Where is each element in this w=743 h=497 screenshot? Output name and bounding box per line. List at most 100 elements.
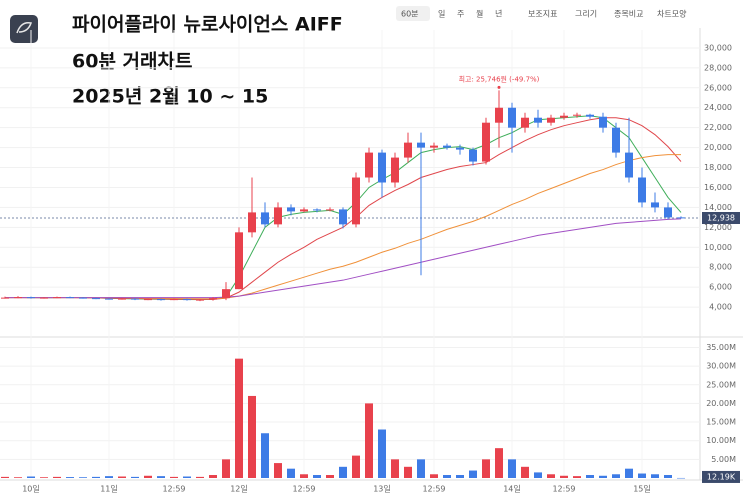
volume-bar: [274, 463, 282, 478]
volume-bar: [326, 475, 334, 478]
y-tick-label: 22,000: [704, 123, 732, 132]
x-tick-label: 12:59: [552, 485, 575, 494]
candle-body: [651, 202, 659, 208]
volume-bar: [378, 429, 386, 478]
candle-body: [508, 107, 516, 128]
candle-body: [469, 149, 477, 162]
x-tick-label: 10일: [22, 485, 40, 494]
interval-label[interactable]: 60분: [401, 10, 419, 19]
volume-bar: [196, 476, 204, 478]
tool-button[interactable]: 그리기: [575, 10, 597, 19]
y-tick-label: 20,000: [704, 143, 732, 152]
volume-bar: [40, 477, 48, 478]
candle-body: [40, 297, 48, 299]
y-tick-label: 10,000: [704, 243, 732, 252]
volume-bar: [547, 474, 555, 478]
volume-bar: [248, 395, 256, 478]
candle-body: [248, 212, 256, 233]
volume-bar: [365, 403, 373, 478]
candle-body: [235, 232, 243, 290]
candle-body: [456, 147, 464, 150]
y-tick-label: 25.00M: [706, 380, 736, 389]
tool-button[interactable]: 보조지표: [528, 10, 557, 19]
volume-bar: [586, 475, 594, 478]
candle-body: [105, 298, 113, 300]
period-button[interactable]: 년: [495, 9, 502, 19]
volume-bar: [534, 472, 542, 478]
candle-body: [404, 142, 412, 158]
y-tick-label: 4,000: [709, 303, 732, 312]
volume-bar: [235, 358, 243, 478]
x-tick-label: 15일: [633, 485, 651, 494]
volume-bar: [27, 476, 35, 478]
volume-bar: [222, 459, 230, 478]
candle-body: [365, 152, 373, 178]
y-tick-label: 30.00M: [706, 362, 736, 371]
x-tick-label: 12일: [230, 485, 248, 494]
volume-bar: [157, 476, 165, 478]
candle-body: [638, 177, 646, 203]
y-tick-label: 26,000: [704, 83, 732, 92]
candle-body: [586, 114, 594, 117]
tool-button[interactable]: 차트모양: [657, 10, 687, 19]
y-tick-label: 24,000: [704, 103, 732, 112]
title-line: 60분 거래차트: [72, 51, 192, 73]
volume-bar: [664, 475, 672, 478]
candle-body: [664, 207, 672, 218]
volume-bar: [651, 474, 659, 478]
candle-body: [677, 217, 685, 219]
volume-bar: [287, 468, 295, 478]
candle-body: [183, 299, 191, 301]
title-line: 파이어플라이 뉴로사이언스 AIFF: [72, 14, 343, 36]
y-tick-label: 14,000: [704, 203, 732, 212]
y-tick-label: 8,000: [709, 263, 732, 272]
y-tick-label: 15.00M: [706, 418, 736, 427]
last-volume-label: 12.19K: [707, 472, 736, 481]
period-button[interactable]: 월: [476, 9, 483, 19]
candle-body: [14, 297, 22, 299]
volume-bar: [456, 475, 464, 478]
candle-body: [170, 299, 178, 301]
period-button[interactable]: 주: [457, 10, 464, 19]
candle-body: [300, 209, 308, 212]
interval-button[interactable]: [396, 6, 430, 21]
volume-bar: [677, 477, 685, 479]
y-tick-label: 10.00M: [706, 436, 736, 445]
title-line: 2025년 2월 10 ~ 15: [72, 86, 268, 108]
candle-body: [196, 299, 204, 301]
x-tick-label: 11일: [100, 485, 118, 494]
candle-body: [66, 297, 74, 299]
volume-bar: [131, 476, 139, 478]
last-price-tag: [702, 212, 740, 225]
volume-bar: [560, 475, 568, 478]
volume-bar: [638, 473, 646, 478]
candle-body: [599, 116, 607, 128]
candle-body: [521, 117, 529, 128]
candle-body: [79, 297, 87, 299]
candle-body: [118, 298, 126, 300]
volume-bar: [599, 475, 607, 478]
candle-body: [209, 298, 217, 300]
volume-bar: [118, 476, 126, 478]
candle-body: [53, 297, 61, 299]
x-tick-label: 12:59: [292, 485, 315, 494]
volume-bar: [430, 474, 438, 478]
y-tick-label: 18,000: [704, 163, 732, 172]
tool-button[interactable]: 종목비교: [614, 10, 643, 19]
last-price-label: 12,938: [707, 214, 735, 223]
candle-body: [430, 145, 438, 148]
y-tick-label: 6,000: [709, 283, 732, 292]
period-button[interactable]: 일: [438, 10, 445, 19]
volume-bar: [508, 459, 516, 478]
candle-body: [352, 177, 360, 225]
volume-bar: [482, 459, 490, 478]
x-tick-label: 13일: [373, 485, 391, 494]
x-tick-label: 14일: [503, 485, 521, 494]
candle-body: [313, 209, 321, 211]
app-icon[interactable]: [10, 15, 38, 43]
volume-bar: [443, 475, 451, 478]
volume-bar: [573, 476, 581, 478]
volume-bar: [14, 477, 22, 478]
